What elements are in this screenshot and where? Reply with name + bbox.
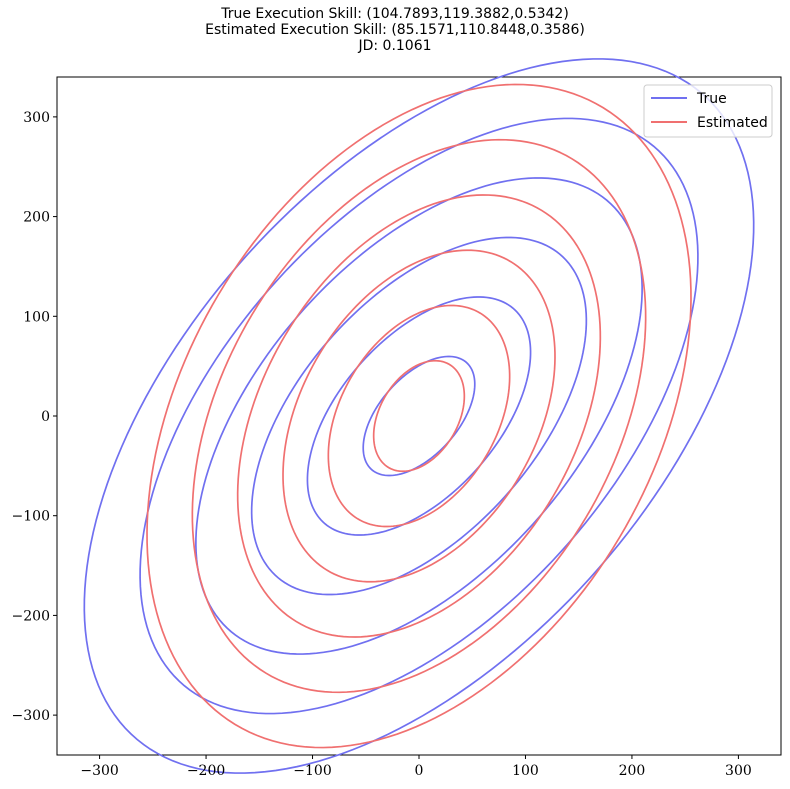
- x-tick-label: −300: [80, 763, 118, 779]
- y-tick-label: 0: [41, 409, 50, 425]
- y-tick-label: 200: [23, 210, 50, 226]
- x-tick-label: 0: [415, 763, 424, 779]
- contour-true-6: [83, 58, 755, 774]
- x-tick-label: −200: [187, 763, 225, 779]
- contour-true-1: [362, 355, 476, 477]
- chart-title: True Execution Skill: (104.7893,119.3882…: [0, 6, 790, 54]
- contour-estimated-5: [191, 138, 647, 694]
- contour-estimated-3: [282, 249, 556, 583]
- title-line-estimated-skill: Estimated Execution Skill: (85.1571,110.…: [205, 22, 585, 38]
- x-tick-label: 300: [725, 763, 752, 779]
- contour-true-3: [250, 236, 588, 596]
- contour-true-5: [139, 117, 699, 715]
- y-tick-label: −200: [12, 608, 50, 624]
- contour-estimated-1: [372, 359, 466, 473]
- contour-estimated-4: [236, 194, 602, 638]
- legend: True Estimated: [643, 84, 773, 138]
- legend-true-label: True: [696, 91, 727, 107]
- contour-group: [83, 58, 755, 774]
- contour-estimated-6: [146, 83, 692, 749]
- x-tick-label: 100: [512, 763, 539, 779]
- y-tick-label: −100: [12, 509, 50, 525]
- x-tick-label: −100: [293, 763, 331, 779]
- title-line-true-skill: True Execution Skill: (104.7893,119.3882…: [221, 6, 569, 22]
- contour-estimated-2: [327, 304, 511, 528]
- contour-true-2: [306, 296, 532, 536]
- y-tick-label: 300: [23, 110, 50, 126]
- title-line-jd: JD: 0.1061: [358, 38, 432, 54]
- y-tick-label: −300: [12, 708, 50, 724]
- y-tick-label: 100: [23, 309, 50, 325]
- x-tick-label: 200: [619, 763, 646, 779]
- axis-ticks: −300 −200 −100 0 100 200 300 −300 −200 −100 0 100 20…: [12, 110, 752, 779]
- contour-true-4: [195, 177, 643, 655]
- legend-estimated-label: Estimated: [697, 115, 768, 131]
